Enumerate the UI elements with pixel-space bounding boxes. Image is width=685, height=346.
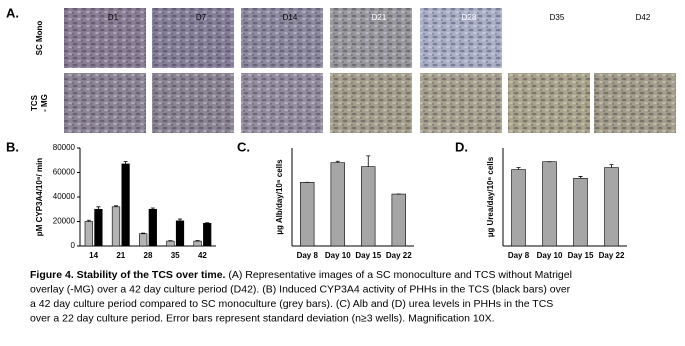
bar — [122, 164, 130, 246]
micrograph-texture — [64, 8, 146, 68]
caption-line: overlay (-MG) over a 42 day culture peri… — [30, 283, 571, 295]
x-tick-label: Day 22 — [599, 251, 625, 260]
y-tick-label: 80000 — [53, 143, 76, 152]
caption-title: Figure 4. Stability of the TCS over time… — [30, 269, 226, 281]
column-label: D42 — [636, 13, 651, 22]
bar — [331, 163, 345, 246]
bar — [543, 162, 557, 246]
error-bar — [96, 207, 100, 209]
caption-line: a 42 day culture period compared to SC m… — [30, 298, 553, 310]
row-label: SC Mono — [35, 21, 44, 56]
x-tick-label: Day 8 — [508, 251, 530, 260]
row-label: TCS — [30, 94, 39, 111]
column-label: D28 — [462, 13, 477, 22]
bar — [361, 167, 375, 246]
caption-line: over a 22 day culture period. Error bars… — [30, 312, 495, 324]
bar — [149, 209, 157, 246]
y-tick-label: 0 — [71, 241, 76, 250]
bar — [512, 170, 526, 246]
bar — [176, 221, 184, 246]
panel-label: B. — [6, 139, 19, 154]
bar — [95, 209, 103, 246]
x-tick-label: Day 15 — [568, 251, 594, 260]
column-label: D14 — [283, 13, 298, 22]
panel-label: D. — [455, 139, 468, 154]
error-bar — [366, 156, 370, 167]
panel-label: C. — [237, 139, 250, 154]
micrograph-texture — [330, 73, 412, 133]
bar — [85, 222, 93, 247]
bar — [139, 234, 147, 246]
error-bar — [124, 161, 128, 163]
y-axis-label: µg Alb/day/10⁶ cells — [275, 159, 284, 235]
y-tick-label: 60000 — [53, 168, 76, 177]
y-axis-label: pM CYP3A4/10⁶/ min — [35, 158, 44, 236]
micrograph-texture — [64, 73, 146, 133]
x-tick-label: Day 10 — [537, 251, 563, 260]
bar — [203, 223, 211, 246]
micrograph-texture — [241, 73, 323, 133]
x-tick-label: Day 8 — [297, 251, 319, 260]
bar — [194, 241, 202, 246]
x-tick-label: 21 — [116, 251, 125, 260]
row-label: - MG — [40, 94, 49, 112]
panel-label: A. — [6, 5, 19, 20]
bar — [574, 178, 588, 246]
x-tick-label: 42 — [198, 251, 207, 260]
bar — [112, 207, 120, 246]
x-tick-label: 28 — [144, 251, 153, 260]
caption: Figure 4. Stability of the TCS over time… — [30, 269, 572, 281]
micrograph-texture — [508, 73, 590, 133]
bar — [605, 168, 619, 246]
column-label: D35 — [550, 13, 565, 22]
bar — [300, 182, 314, 246]
bar — [167, 241, 175, 246]
y-tick-label: 20000 — [53, 217, 76, 226]
x-tick-label: Day 15 — [355, 251, 381, 260]
micrograph-texture — [420, 73, 502, 133]
error-bar — [610, 165, 614, 168]
micrograph-texture — [152, 73, 234, 133]
column-label: D1 — [108, 13, 119, 22]
x-tick-label: Day 22 — [386, 251, 412, 260]
y-tick-label: 40000 — [53, 192, 76, 201]
column-label: D7 — [196, 13, 207, 22]
x-tick-label: 14 — [89, 251, 98, 260]
x-tick-label: Day 10 — [325, 251, 351, 260]
caption-line: (A) Representative images of a SC monocu… — [225, 269, 571, 281]
micrograph-texture — [152, 8, 234, 68]
bar — [392, 194, 406, 246]
column-label: D21 — [372, 13, 387, 22]
y-axis-label: µg Urea/day/10⁶ cells — [486, 156, 495, 237]
x-tick-label: 35 — [171, 251, 180, 260]
micrograph-texture — [594, 73, 676, 133]
